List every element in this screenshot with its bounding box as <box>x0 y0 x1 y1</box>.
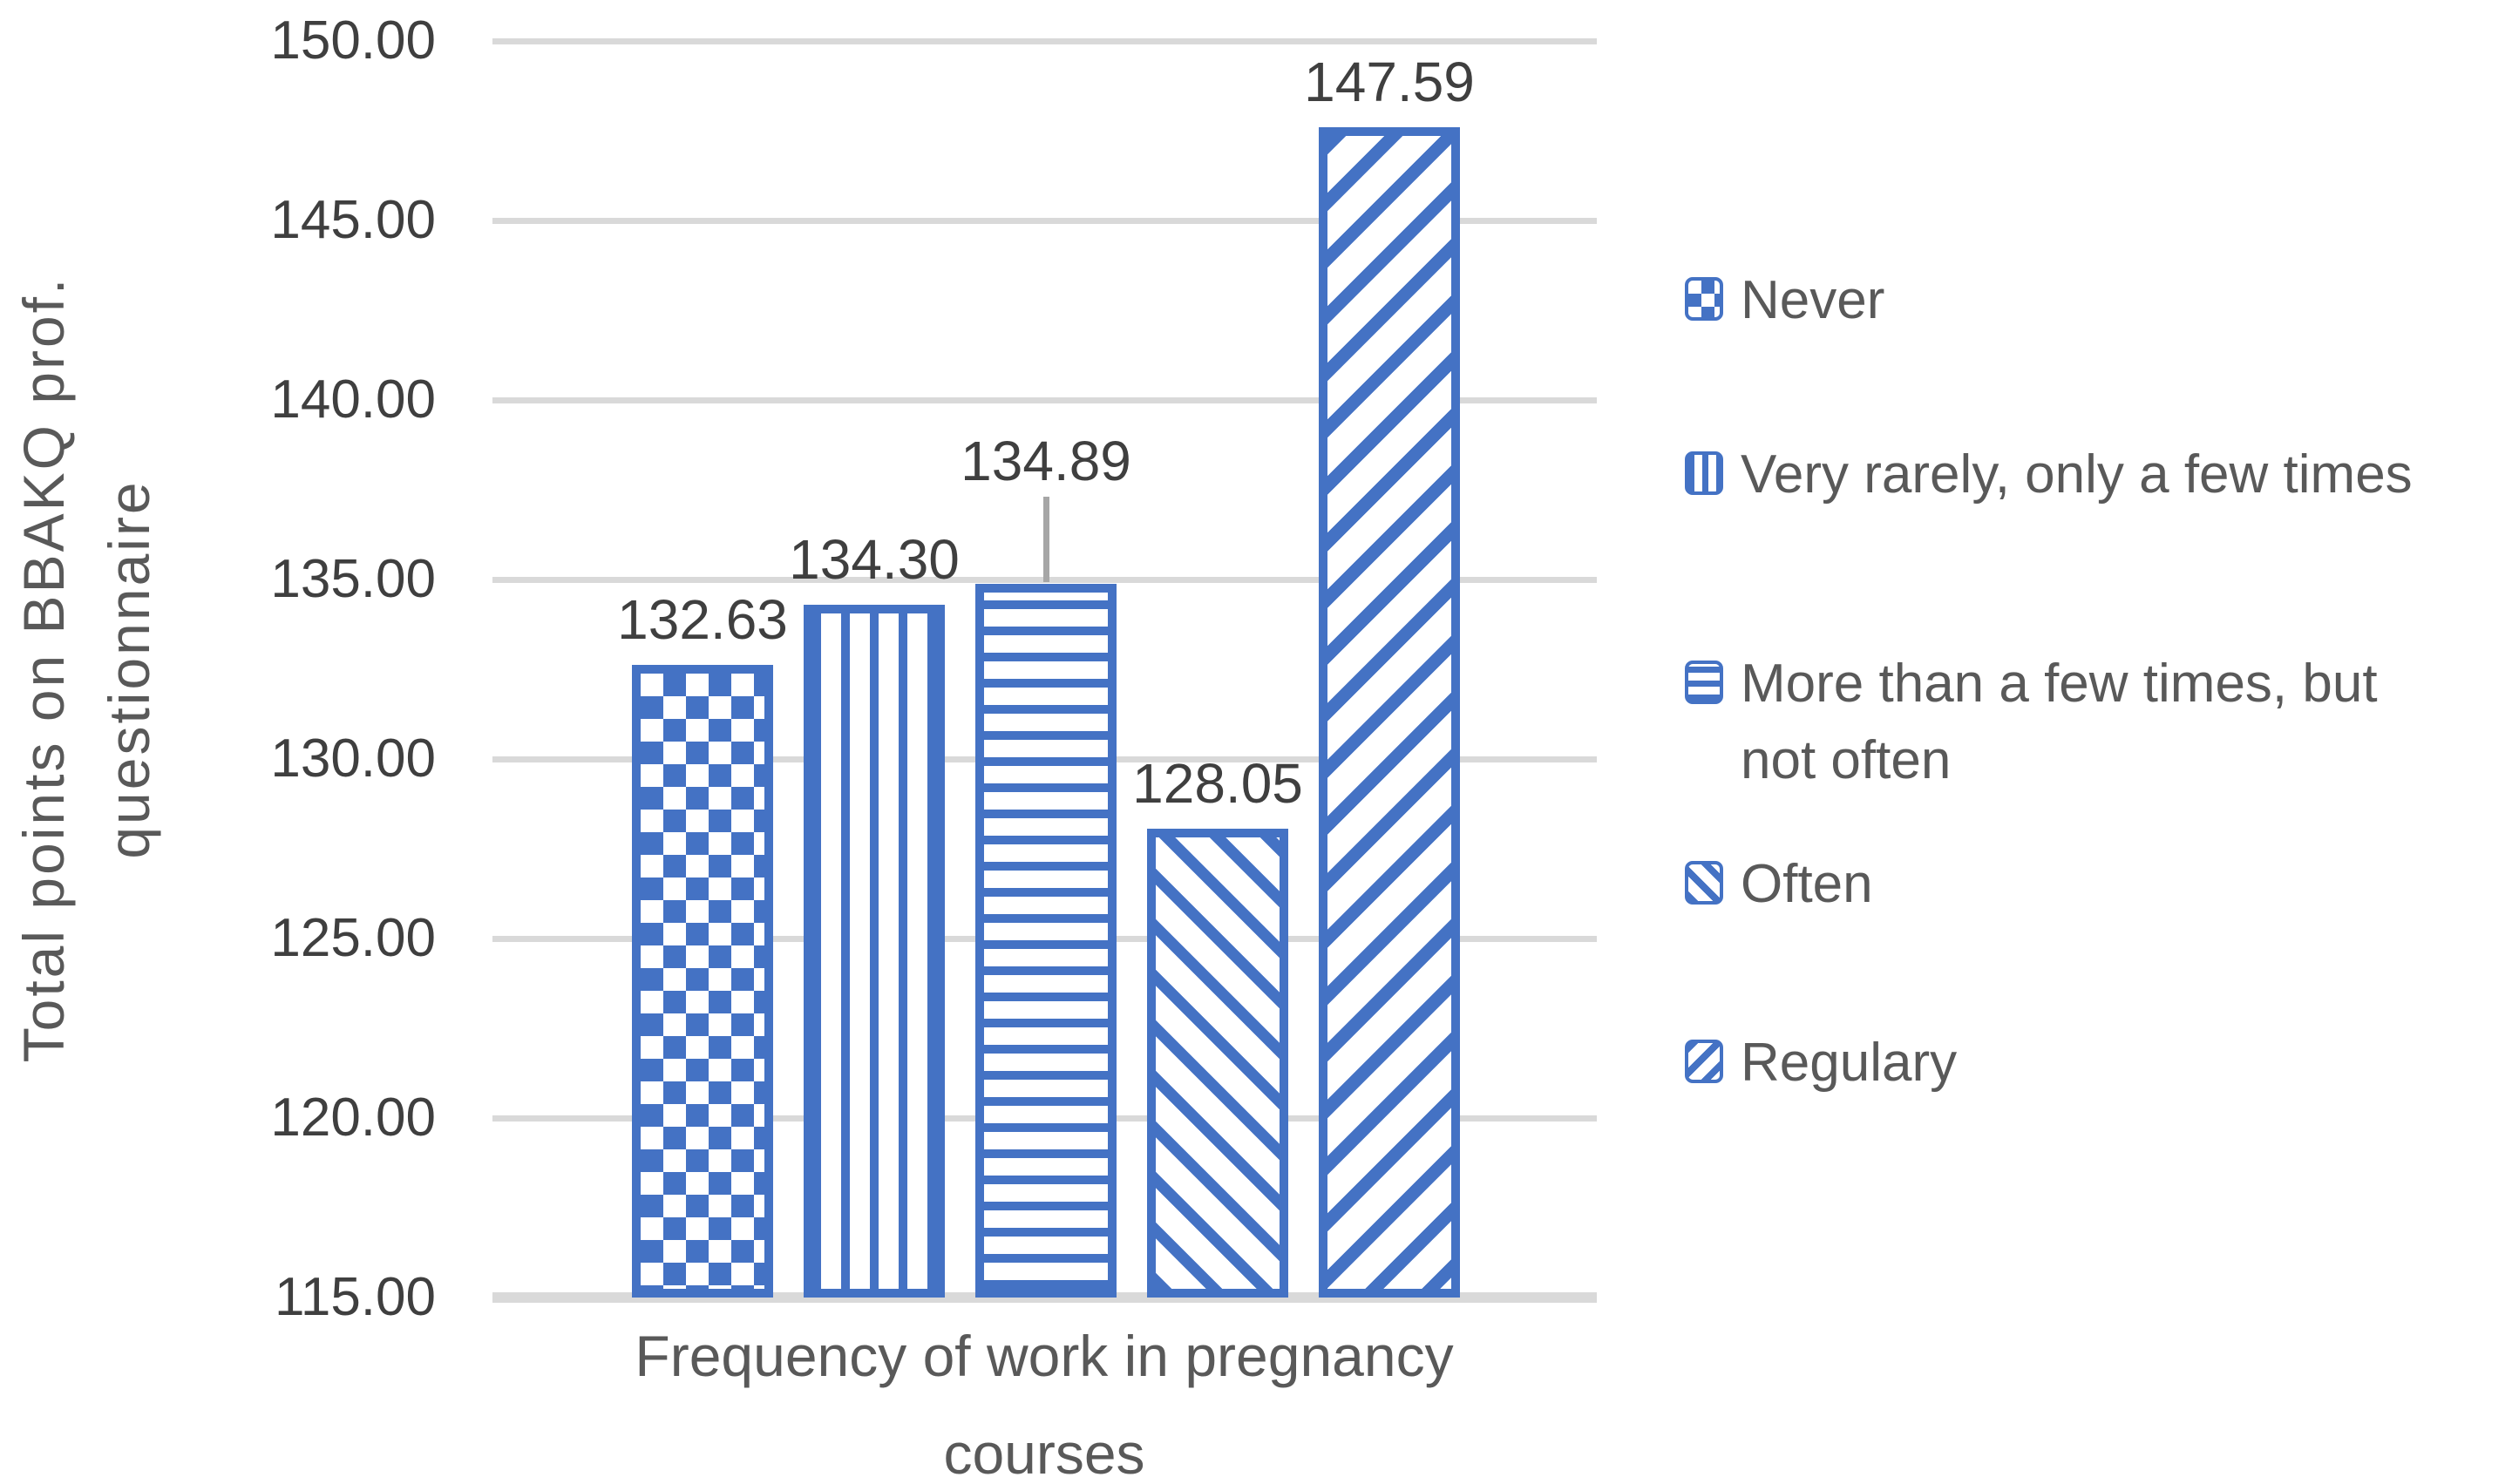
legend-label-never: Never <box>1741 270 1885 330</box>
y-tick-label-125.00: 125.00 <box>270 908 436 968</box>
data-label-134.89: 134.89 <box>961 429 1131 492</box>
y-tick-label-135.00: 135.00 <box>270 549 436 609</box>
bar-regulary <box>1319 127 1460 1298</box>
gridline-150.00 <box>492 38 1597 44</box>
x-axis-title-line-1: Frequency of work in pregnancy <box>635 1324 1454 1388</box>
gridline-145.00 <box>492 218 1597 224</box>
bar-often <box>1147 829 1288 1298</box>
y-tick-label-140.00: 140.00 <box>270 369 436 430</box>
legend-label-regulary: Regulary <box>1741 1033 1958 1093</box>
legend-item-very-rarely: Very rarely, only a few times <box>1685 437 2413 513</box>
y-tick-label-150.00: 150.00 <box>270 10 436 71</box>
y-tick-label-120.00: 120.00 <box>270 1088 436 1148</box>
y-tick-label-145.00: 145.00 <box>270 190 436 250</box>
legend-swatch-checker-icon <box>1685 277 1723 321</box>
legend-swatch-horizontal-stripes-icon <box>1685 661 1723 704</box>
legend-label-very-rarely: Very rarely, only a few times <box>1741 444 2413 505</box>
legend-item-regulary: Regulary <box>1685 1025 1957 1101</box>
bar-never <box>632 664 773 1298</box>
legend-item-never: Never <box>1685 262 1884 339</box>
legend-swatch-diagonal-down-icon <box>1685 861 1723 905</box>
x-axis-title-line-2: courses <box>943 1421 1145 1484</box>
y-axis-title-line-2: questionnaire <box>97 479 161 859</box>
data-label-147.59: 147.59 <box>1304 51 1475 114</box>
gridline-140.00 <box>492 397 1597 403</box>
y-tick-label-115.00: 115.00 <box>274 1267 436 1327</box>
legend-swatch-vertical-stripes-icon <box>1685 451 1723 495</box>
legend-label-more-than-a-few-times: More than a few times, but not often <box>1741 654 2378 790</box>
data-label-128.05: 128.05 <box>1132 752 1303 816</box>
y-axis-title-line-1: Total points on BBAKQ prof. <box>11 275 76 1063</box>
legend-label-often: Often <box>1741 854 1873 914</box>
legend-item-often: Often <box>1685 846 1873 923</box>
bar-more-than-a-few-times-but-not-often <box>975 583 1117 1298</box>
data-label-132.63: 132.63 <box>617 587 788 651</box>
y-tick-label-130.00: 130.00 <box>270 728 436 789</box>
legend-item-more-than-a-few-times: More than a few times, but not often <box>1685 646 2378 799</box>
data-label-134.30: 134.30 <box>789 527 960 591</box>
bar-very-rarely-only-a-few-times <box>804 604 945 1298</box>
data-label-leader-line <box>1043 496 1049 582</box>
legend-swatch-diagonal-up-icon <box>1685 1040 1723 1083</box>
